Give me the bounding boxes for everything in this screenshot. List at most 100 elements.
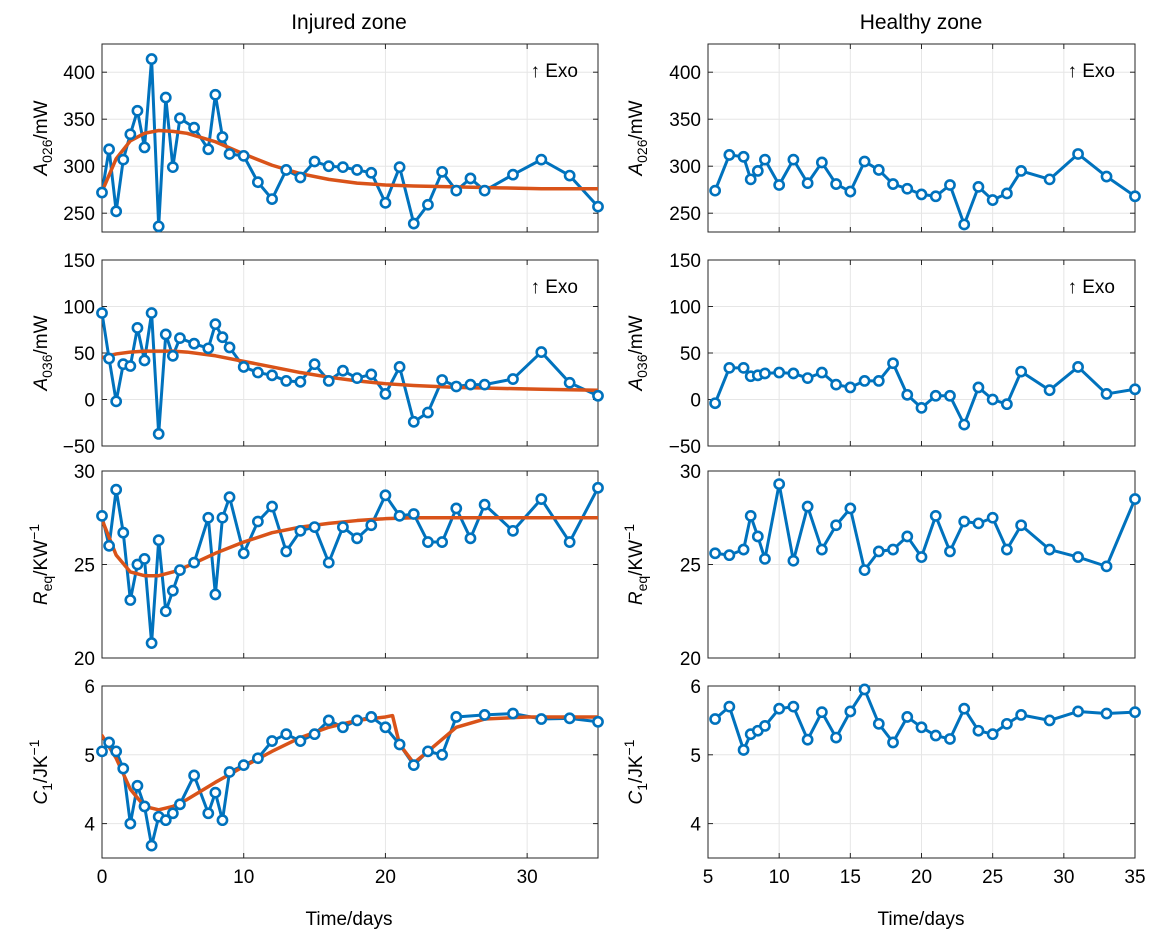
measured-line: [102, 57, 598, 228]
data-point: [1015, 164, 1028, 177]
data-point: [844, 185, 857, 198]
data-point: [723, 700, 736, 713]
data-point: [507, 707, 519, 720]
data-point: [110, 395, 123, 408]
data-point: [351, 532, 363, 545]
data-point: [209, 588, 222, 601]
axes-box: [101, 685, 599, 859]
data-point: [815, 156, 828, 169]
data-point: [830, 178, 842, 190]
y-axis-label: Req/KW−1: [621, 524, 650, 605]
data-point: [188, 556, 201, 569]
data-point: [464, 532, 477, 545]
data-point: [592, 481, 604, 494]
y-tick-label: 6: [690, 677, 701, 698]
data-point: [801, 733, 814, 746]
data-point: [152, 220, 165, 233]
fit-line: [102, 713, 598, 812]
x-tick-label: 20: [375, 867, 396, 888]
y-tick-label: 25: [74, 556, 95, 577]
data-point: [188, 769, 201, 782]
data-point: [110, 483, 123, 496]
data-point: [322, 556, 335, 569]
data-point: [117, 526, 130, 539]
data-point: [351, 372, 363, 385]
data-point: [174, 112, 186, 125]
data-point: [737, 150, 750, 163]
data-point: [351, 714, 363, 727]
y-axis-label: C1/JK−1: [621, 739, 650, 804]
data-point: [294, 524, 307, 537]
xlabel-injured: Time/days: [306, 909, 393, 930]
data-point: [322, 160, 335, 173]
data-point: [986, 511, 999, 524]
data-point: [915, 551, 928, 563]
data-point: [737, 543, 750, 556]
data-point: [96, 307, 108, 319]
y-tick-label: 300: [669, 157, 701, 178]
data-point: [103, 143, 115, 156]
data-point: [266, 369, 278, 382]
data-point: [723, 361, 736, 374]
y-tick-label: 400: [63, 63, 95, 84]
data-point: [174, 564, 186, 577]
measured-line: [102, 311, 598, 436]
data-point: [450, 502, 463, 515]
plot-area: [713, 152, 1135, 226]
data-point: [1043, 714, 1056, 727]
y-tick-label: 4: [690, 815, 701, 836]
fit-line: [102, 516, 598, 578]
data-point: [337, 521, 349, 533]
data-point: [294, 375, 307, 388]
data-point: [844, 502, 857, 515]
y-axis-label: C1/JK−1: [26, 739, 55, 804]
data-point: [563, 712, 576, 725]
data-point: [103, 736, 115, 749]
y-tick-label: 20: [74, 649, 95, 670]
data-point: [308, 728, 321, 741]
data-point: [337, 161, 349, 174]
data-point: [96, 186, 108, 199]
data-point: [535, 153, 548, 166]
data-point: [103, 539, 115, 552]
plot-area: [714, 482, 1135, 572]
data-point: [887, 736, 899, 749]
data-point: [174, 332, 186, 345]
data-point: [830, 519, 842, 532]
data-point: [801, 500, 814, 513]
data-point: [436, 165, 449, 178]
data-point: [237, 149, 250, 162]
data-point: [407, 217, 420, 230]
data-point: [322, 374, 335, 387]
measured-line: [714, 482, 1135, 572]
data-point: [759, 552, 771, 565]
exo-annotation: ↑ Exo: [530, 61, 578, 82]
data-point: [592, 200, 604, 213]
data-point: [972, 724, 985, 737]
panel-injured-A036: −50 0 50 100 150 A036/mW ↑ Exo: [31, 251, 604, 458]
data-point: [365, 711, 378, 723]
data-point: [280, 728, 293, 741]
data-point: [958, 218, 971, 231]
data-point: [507, 168, 519, 181]
y-tick-label: 50: [680, 344, 701, 365]
y-axis-label: A026/mW: [31, 100, 55, 176]
y-tick-label: 25: [680, 556, 701, 577]
data-point: [901, 711, 914, 723]
data-point: [858, 155, 871, 168]
y-tick-label: 0: [84, 391, 95, 412]
data-point: [478, 184, 491, 197]
data-point: [379, 721, 392, 734]
data-point: [787, 153, 800, 166]
data-point: [216, 814, 229, 827]
data-point: [1072, 148, 1084, 160]
data-point: [145, 307, 158, 319]
data-point: [464, 378, 477, 391]
panel-healthy-C1: 5 10 15 20 25 30 35 4 5 6 C1/JK−1: [621, 677, 1146, 888]
data-point: [478, 378, 491, 391]
data-point: [266, 735, 278, 747]
title-injured-zone: Injured zone: [291, 11, 407, 34]
data-point: [131, 779, 144, 792]
y-tick-label: 300: [63, 157, 95, 178]
data-point: [1100, 707, 1113, 720]
